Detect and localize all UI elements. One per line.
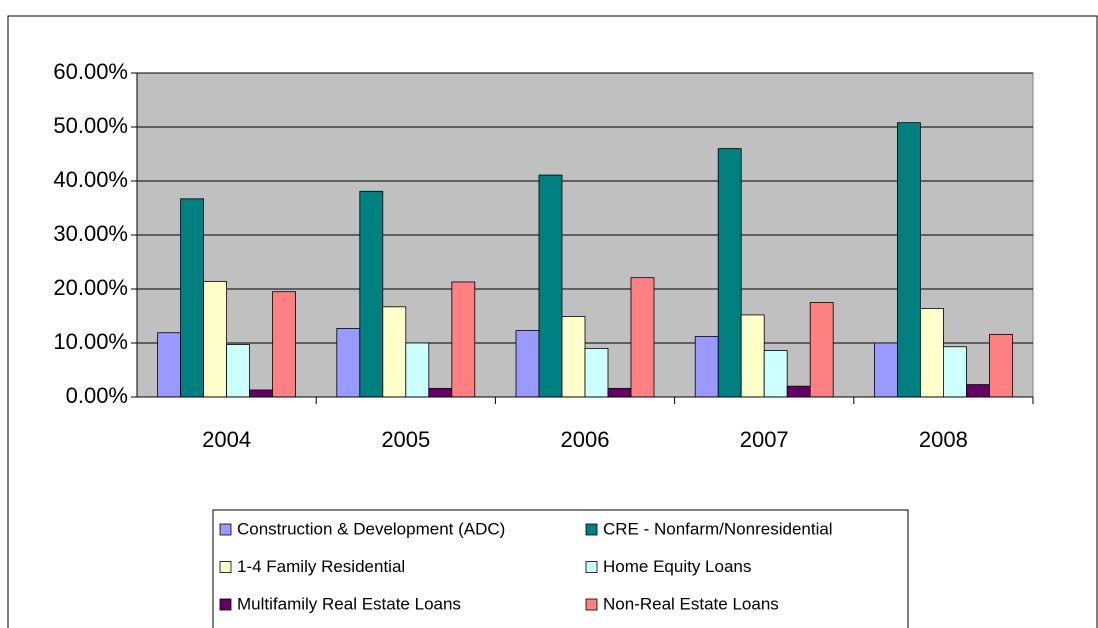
bar	[272, 291, 297, 398]
legend-swatch	[219, 523, 232, 536]
bar	[584, 347, 609, 398]
bar	[607, 387, 632, 398]
x-tick-label: 2007	[740, 427, 789, 452]
y-tick-label: 10.00%	[53, 329, 128, 354]
legend-label: 1-4 Family Residential	[237, 557, 405, 576]
chart-frame	[7, 15, 1098, 628]
x-tick-label: 2006	[561, 427, 610, 452]
bar	[694, 336, 719, 398]
legend-swatch	[219, 561, 232, 573]
y-tick-label: 0.00%	[66, 383, 128, 408]
legend-label: Multifamily Real Estate Loans	[237, 594, 461, 613]
y-tick-label: 30.00%	[53, 221, 128, 246]
bar	[561, 316, 586, 398]
bar	[428, 387, 453, 398]
bar	[874, 342, 898, 398]
bar	[717, 148, 742, 398]
bar	[989, 333, 1013, 398]
bar	[203, 281, 228, 398]
bar	[405, 342, 430, 398]
legend-swatch	[585, 561, 598, 573]
bar	[180, 198, 205, 398]
legend-label: Construction & Development (ADC)	[237, 519, 505, 538]
x-tick-label: 2008	[919, 427, 968, 452]
bar	[249, 389, 274, 398]
legend-label: Home Equity Loans	[603, 557, 751, 576]
bar	[897, 122, 921, 398]
legend-label: Non-Real Estate Loans	[603, 594, 779, 613]
bar	[630, 277, 655, 398]
y-tick-label: 40.00%	[53, 167, 128, 192]
bar	[966, 384, 990, 398]
y-tick-label: 60.00%	[53, 59, 128, 84]
legend-swatch	[219, 598, 232, 611]
bar	[943, 346, 967, 398]
bar	[359, 190, 384, 398]
bar	[451, 281, 476, 398]
legend-box	[212, 509, 909, 628]
x-tick-label: 2005	[381, 427, 430, 452]
bar	[382, 306, 407, 398]
bar	[336, 328, 361, 398]
y-tick-label: 20.00%	[53, 275, 128, 300]
bar	[740, 314, 765, 398]
bar	[157, 332, 182, 398]
bar	[786, 385, 811, 398]
y-tick-label: 50.00%	[53, 113, 128, 138]
legend-swatch	[585, 523, 598, 536]
legend-swatch	[585, 598, 598, 611]
bar	[763, 350, 788, 398]
bar	[920, 308, 944, 398]
bar	[538, 174, 563, 398]
bar	[809, 302, 834, 398]
x-tick-label: 2004	[202, 427, 251, 452]
bar	[515, 330, 540, 398]
bar	[226, 344, 251, 398]
legend-label: CRE - Nonfarm/Nonresidential	[603, 519, 833, 538]
